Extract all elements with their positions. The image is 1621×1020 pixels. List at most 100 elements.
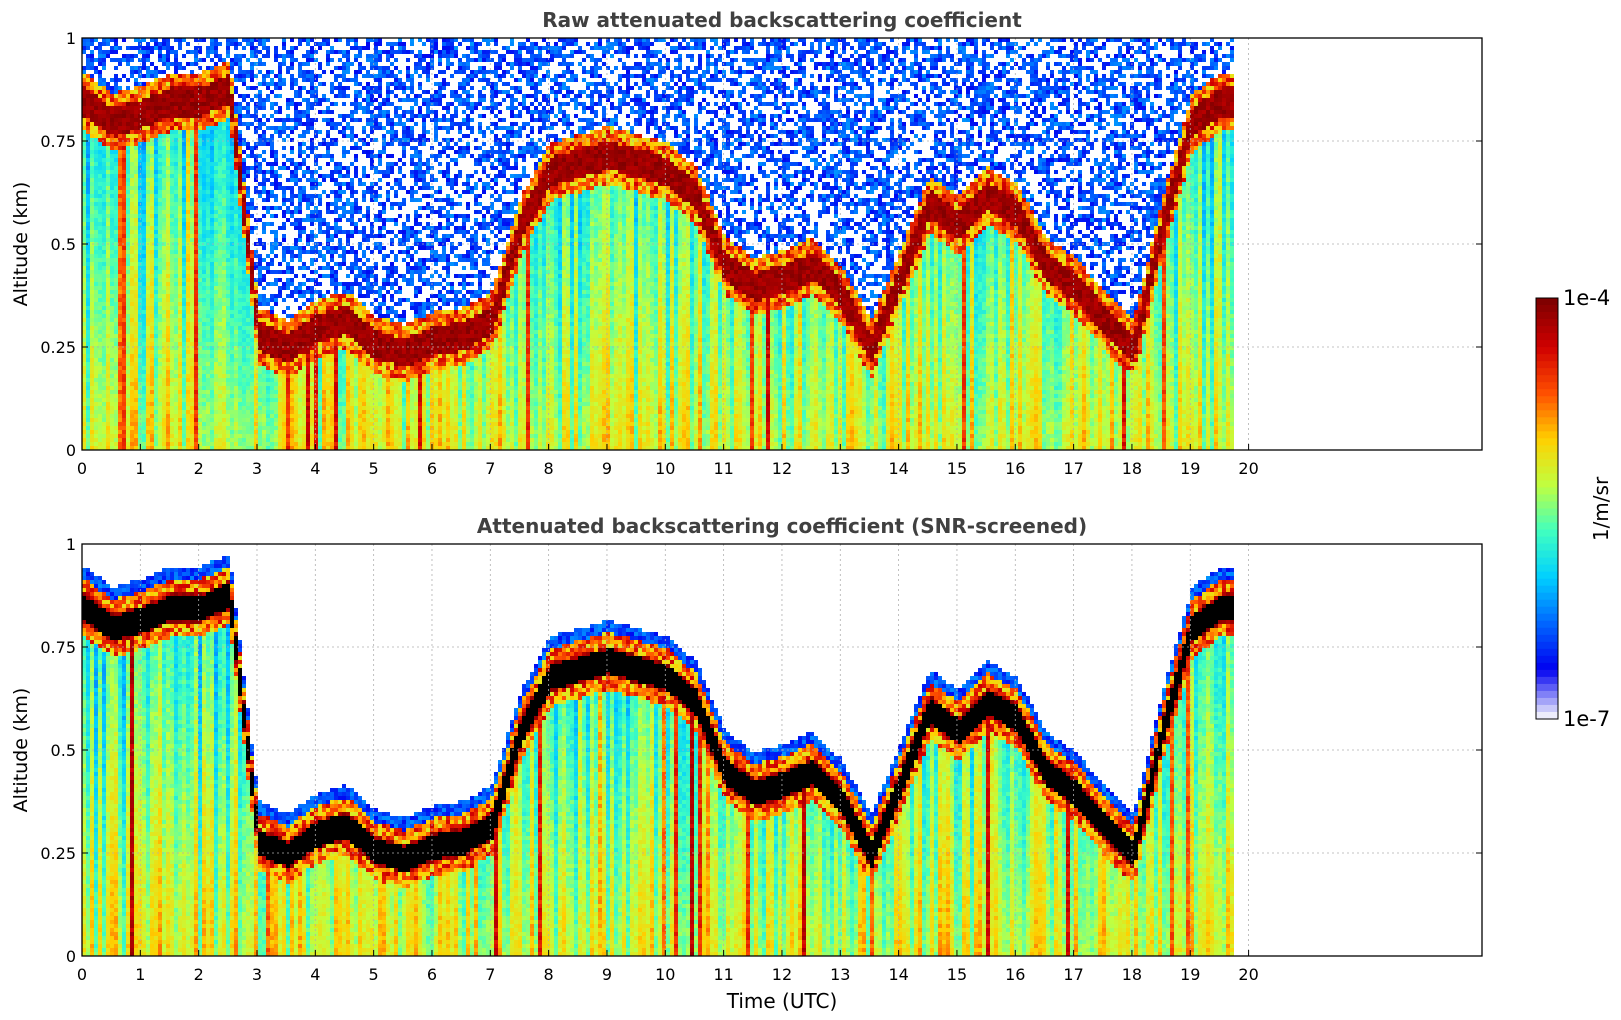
heatmap-cell [150,254,154,258]
heatmap-cell [158,270,162,274]
heatmap-cell [226,426,230,430]
heatmap-cell [98,434,102,438]
heatmap-cell [254,294,258,298]
heatmap-cell [210,58,214,62]
heatmap-cell [174,358,178,362]
heatmap-cell [266,270,270,274]
heatmap-cell [86,278,90,282]
heatmap-cell [158,246,162,250]
heatmap-cell [86,150,90,154]
heatmap-cell [114,318,118,322]
heatmap-cell [222,398,226,402]
heatmap-cell [134,182,138,186]
heatmap-cell [234,318,238,322]
heatmap-cell [178,162,182,166]
heatmap-cell [230,110,234,114]
heatmap-cell [262,134,266,138]
heatmap-cell [250,202,254,206]
heatmap-cell [126,434,130,438]
heatmap-cell [186,418,190,422]
heatmap-cell [174,350,178,354]
heatmap-cell [162,98,166,102]
heatmap-cell [162,298,166,302]
heatmap-cell [182,278,186,282]
heatmap-cell [142,58,146,62]
heatmap-cell [218,318,222,322]
heatmap-cell [226,150,230,154]
heatmap-cell [250,414,254,418]
heatmap-cell [206,186,210,190]
heatmap-cell [238,378,242,382]
heatmap-cell [286,218,290,222]
heatmap-cell [122,442,126,446]
heatmap-cell [250,166,254,170]
heatmap-cell [166,170,170,174]
heatmap-cell [134,398,138,402]
heatmap-cell [294,402,298,406]
heatmap-cell [286,198,290,202]
heatmap-cell [230,126,234,130]
heatmap-cell [162,354,166,358]
heatmap-cell [294,94,298,98]
heatmap-cell [182,142,186,146]
heatmap-cell [134,194,138,198]
heatmap-cell [134,162,138,166]
heatmap-cell [126,190,130,194]
heatmap-cell [266,302,270,306]
heatmap-cell [290,78,294,82]
heatmap-cell [218,370,222,374]
heatmap-cell [282,238,286,242]
heatmap-cell [86,306,90,310]
heatmap-cell [250,374,254,378]
heatmap-cell [178,78,182,82]
heatmap-cell [238,430,242,434]
heatmap-cell [206,246,210,250]
heatmap-cell [278,66,282,70]
heatmap-cell [138,370,142,374]
heatmap-cell [190,330,194,334]
heatmap-cell [90,346,94,350]
heatmap-cell [118,402,122,406]
heatmap-cell [190,190,194,194]
heatmap-cell [242,382,246,386]
heatmap-cell [214,302,218,306]
heatmap-cell [166,318,170,322]
heatmap-cell [210,350,214,354]
heatmap-cell [178,366,182,370]
heatmap-cell [242,318,246,322]
heatmap-cell [186,106,190,110]
heatmap-cell [206,134,210,138]
heatmap-cell [182,162,186,166]
heatmap-cell [246,146,250,150]
heatmap-cell [178,402,182,406]
heatmap-cell [278,290,282,294]
heatmap-cell [238,202,242,206]
heatmap-cell [106,170,110,174]
heatmap-cell [142,278,146,282]
heatmap-cell [170,170,174,174]
heatmap-cell [142,334,146,338]
heatmap-cell [278,330,282,334]
heatmap-cell [126,142,130,146]
heatmap-cell [154,426,158,430]
heatmap-cell [214,378,218,382]
heatmap-cell [238,166,242,170]
heatmap-cell [250,250,254,254]
heatmap-cell [298,38,302,42]
heatmap-cell [226,258,230,262]
heatmap-cell [190,434,194,438]
heatmap-cell [178,246,182,250]
heatmap-cell [270,262,274,266]
heatmap-cell [182,342,186,346]
heatmap-cell [218,290,222,294]
heatmap-cell [150,422,154,426]
heatmap-cell [226,62,230,66]
heatmap-cell [194,46,198,50]
heatmap-cell [110,170,114,174]
heatmap-cell [142,318,146,322]
heatmap-cell [274,230,278,234]
heatmap-cell [218,374,222,378]
heatmap-cell [190,262,194,266]
heatmap-cell [134,94,138,98]
heatmap-cell [290,210,294,214]
